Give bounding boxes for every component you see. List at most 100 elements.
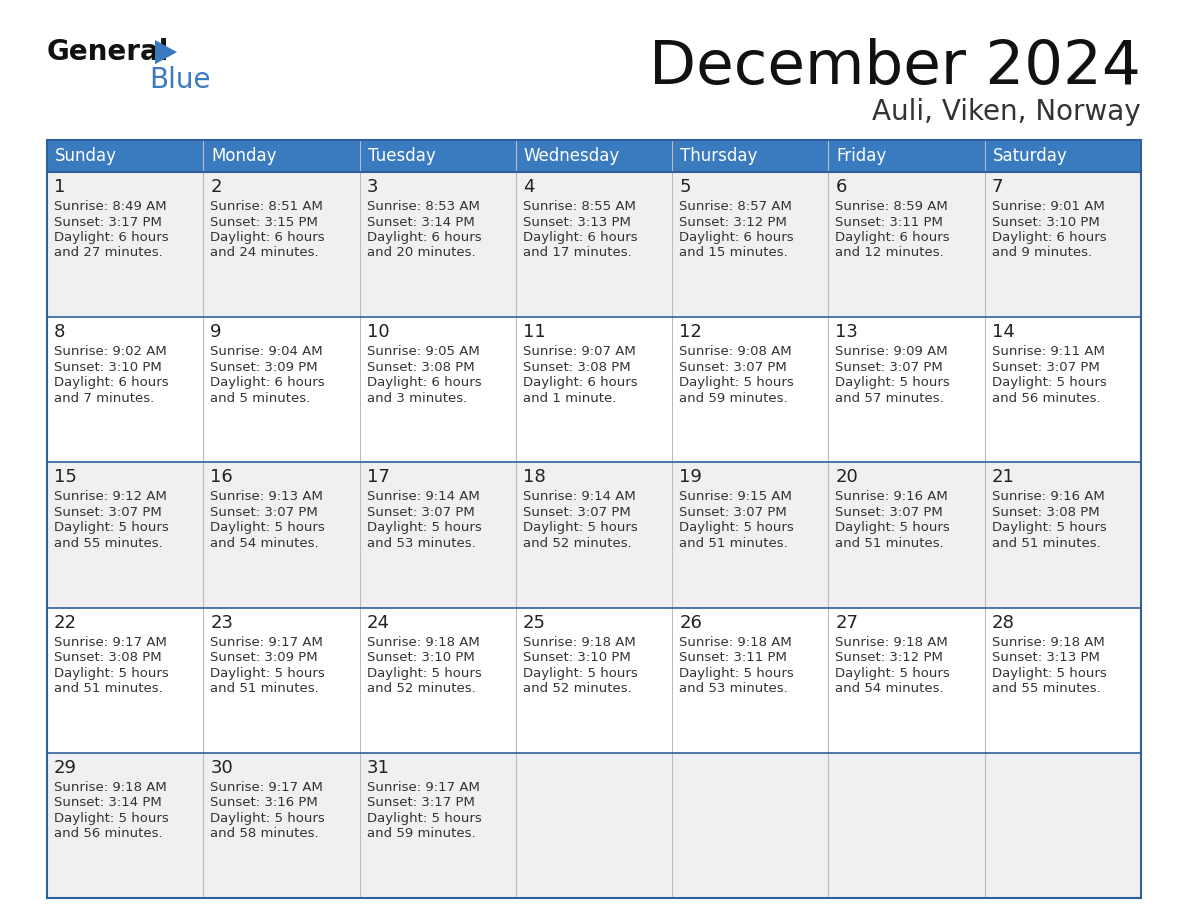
Text: Sunrise: 8:51 AM: Sunrise: 8:51 AM xyxy=(210,200,323,213)
Text: Sunrise: 9:07 AM: Sunrise: 9:07 AM xyxy=(523,345,636,358)
Text: 27: 27 xyxy=(835,613,859,632)
Text: and 51 minutes.: and 51 minutes. xyxy=(992,537,1100,550)
Text: Sunset: 3:10 PM: Sunset: 3:10 PM xyxy=(523,651,631,664)
Text: Sunset: 3:07 PM: Sunset: 3:07 PM xyxy=(210,506,318,519)
Text: Sunset: 3:13 PM: Sunset: 3:13 PM xyxy=(992,651,1100,664)
Text: Sunrise: 9:02 AM: Sunrise: 9:02 AM xyxy=(53,345,166,358)
Bar xyxy=(48,753,1140,898)
Text: 28: 28 xyxy=(992,613,1015,632)
Text: General: General xyxy=(48,38,170,66)
Text: 5: 5 xyxy=(680,178,690,196)
Text: Sunset: 3:07 PM: Sunset: 3:07 PM xyxy=(835,506,943,519)
Text: 30: 30 xyxy=(210,759,233,777)
Text: and 54 minutes.: and 54 minutes. xyxy=(835,682,944,695)
Text: Sunset: 3:07 PM: Sunset: 3:07 PM xyxy=(367,506,474,519)
Text: 23: 23 xyxy=(210,613,233,632)
Text: and 1 minute.: and 1 minute. xyxy=(523,392,617,405)
Text: Sunset: 3:14 PM: Sunset: 3:14 PM xyxy=(53,796,162,810)
Text: and 55 minutes.: and 55 minutes. xyxy=(992,682,1100,695)
Text: Sunset: 3:17 PM: Sunset: 3:17 PM xyxy=(53,216,162,229)
Text: and 12 minutes.: and 12 minutes. xyxy=(835,247,944,260)
Text: Daylight: 5 hours: Daylight: 5 hours xyxy=(835,376,950,389)
Text: Sunrise: 9:18 AM: Sunrise: 9:18 AM xyxy=(367,635,479,649)
Text: Sunset: 3:09 PM: Sunset: 3:09 PM xyxy=(210,651,318,664)
Text: 7: 7 xyxy=(992,178,1003,196)
Text: Sunday: Sunday xyxy=(55,147,116,165)
Text: and 51 minutes.: and 51 minutes. xyxy=(680,537,788,550)
Text: 22: 22 xyxy=(53,613,77,632)
Text: Saturday: Saturday xyxy=(993,147,1068,165)
Text: Sunset: 3:07 PM: Sunset: 3:07 PM xyxy=(680,506,786,519)
Text: Sunrise: 9:18 AM: Sunrise: 9:18 AM xyxy=(992,635,1105,649)
Text: Sunset: 3:14 PM: Sunset: 3:14 PM xyxy=(367,216,474,229)
Text: Sunset: 3:08 PM: Sunset: 3:08 PM xyxy=(523,361,631,374)
Text: Sunrise: 9:13 AM: Sunrise: 9:13 AM xyxy=(210,490,323,503)
Text: Daylight: 6 hours: Daylight: 6 hours xyxy=(53,376,169,389)
Text: and 7 minutes.: and 7 minutes. xyxy=(53,392,154,405)
Text: December 2024: December 2024 xyxy=(650,38,1140,97)
Text: Daylight: 6 hours: Daylight: 6 hours xyxy=(367,376,481,389)
Text: 24: 24 xyxy=(367,613,390,632)
Text: Sunset: 3:07 PM: Sunset: 3:07 PM xyxy=(53,506,162,519)
Text: Daylight: 5 hours: Daylight: 5 hours xyxy=(992,521,1106,534)
Bar xyxy=(985,140,1140,172)
Text: Daylight: 5 hours: Daylight: 5 hours xyxy=(210,521,326,534)
Text: Daylight: 6 hours: Daylight: 6 hours xyxy=(367,231,481,244)
Polygon shape xyxy=(154,40,177,64)
Text: and 55 minutes.: and 55 minutes. xyxy=(53,537,163,550)
Text: Sunset: 3:09 PM: Sunset: 3:09 PM xyxy=(210,361,318,374)
Text: Daylight: 5 hours: Daylight: 5 hours xyxy=(367,666,481,679)
Text: 26: 26 xyxy=(680,613,702,632)
Text: and 20 minutes.: and 20 minutes. xyxy=(367,247,475,260)
Text: Sunrise: 9:12 AM: Sunrise: 9:12 AM xyxy=(53,490,166,503)
Text: Sunset: 3:10 PM: Sunset: 3:10 PM xyxy=(367,651,474,664)
Text: and 53 minutes.: and 53 minutes. xyxy=(680,682,788,695)
Text: Monday: Monday xyxy=(211,147,277,165)
Text: Daylight: 6 hours: Daylight: 6 hours xyxy=(992,231,1106,244)
Text: Daylight: 5 hours: Daylight: 5 hours xyxy=(367,521,481,534)
Text: 8: 8 xyxy=(53,323,65,341)
Text: Daylight: 5 hours: Daylight: 5 hours xyxy=(835,521,950,534)
Text: Sunset: 3:12 PM: Sunset: 3:12 PM xyxy=(835,651,943,664)
Text: 2: 2 xyxy=(210,178,222,196)
Text: Auli, Viken, Norway: Auli, Viken, Norway xyxy=(872,98,1140,126)
Text: Daylight: 6 hours: Daylight: 6 hours xyxy=(210,376,324,389)
Bar xyxy=(48,140,1140,898)
Text: Wednesday: Wednesday xyxy=(524,147,620,165)
Text: Sunrise: 9:16 AM: Sunrise: 9:16 AM xyxy=(992,490,1105,503)
Text: and 59 minutes.: and 59 minutes. xyxy=(367,827,475,840)
Text: Daylight: 6 hours: Daylight: 6 hours xyxy=(835,231,950,244)
Text: Thursday: Thursday xyxy=(681,147,758,165)
Text: Sunrise: 8:49 AM: Sunrise: 8:49 AM xyxy=(53,200,166,213)
Text: 17: 17 xyxy=(367,468,390,487)
Text: and 54 minutes.: and 54 minutes. xyxy=(210,537,318,550)
Text: Sunset: 3:15 PM: Sunset: 3:15 PM xyxy=(210,216,318,229)
Text: Sunrise: 8:57 AM: Sunrise: 8:57 AM xyxy=(680,200,792,213)
Text: Blue: Blue xyxy=(148,66,210,94)
Text: Tuesday: Tuesday xyxy=(367,147,435,165)
Bar xyxy=(48,318,1140,463)
Text: 31: 31 xyxy=(367,759,390,777)
Text: 25: 25 xyxy=(523,613,545,632)
Text: 3: 3 xyxy=(367,178,378,196)
Text: Sunrise: 9:17 AM: Sunrise: 9:17 AM xyxy=(210,635,323,649)
Text: Daylight: 6 hours: Daylight: 6 hours xyxy=(210,231,324,244)
Text: Daylight: 6 hours: Daylight: 6 hours xyxy=(53,231,169,244)
Bar xyxy=(360,140,516,172)
Text: Sunset: 3:16 PM: Sunset: 3:16 PM xyxy=(210,796,318,810)
Text: 18: 18 xyxy=(523,468,545,487)
Text: 29: 29 xyxy=(53,759,77,777)
Text: Sunrise: 9:18 AM: Sunrise: 9:18 AM xyxy=(835,635,948,649)
Text: Sunrise: 9:18 AM: Sunrise: 9:18 AM xyxy=(680,635,792,649)
Text: Sunset: 3:11 PM: Sunset: 3:11 PM xyxy=(680,651,786,664)
Text: 21: 21 xyxy=(992,468,1015,487)
Text: Sunrise: 9:18 AM: Sunrise: 9:18 AM xyxy=(53,781,166,794)
Text: Daylight: 5 hours: Daylight: 5 hours xyxy=(53,812,169,824)
Text: and 3 minutes.: and 3 minutes. xyxy=(367,392,467,405)
Text: Sunset: 3:07 PM: Sunset: 3:07 PM xyxy=(680,361,786,374)
Text: Sunrise: 9:18 AM: Sunrise: 9:18 AM xyxy=(523,635,636,649)
Text: and 53 minutes.: and 53 minutes. xyxy=(367,537,475,550)
Text: Sunrise: 9:17 AM: Sunrise: 9:17 AM xyxy=(367,781,480,794)
Text: 11: 11 xyxy=(523,323,545,341)
Text: Daylight: 5 hours: Daylight: 5 hours xyxy=(523,666,638,679)
